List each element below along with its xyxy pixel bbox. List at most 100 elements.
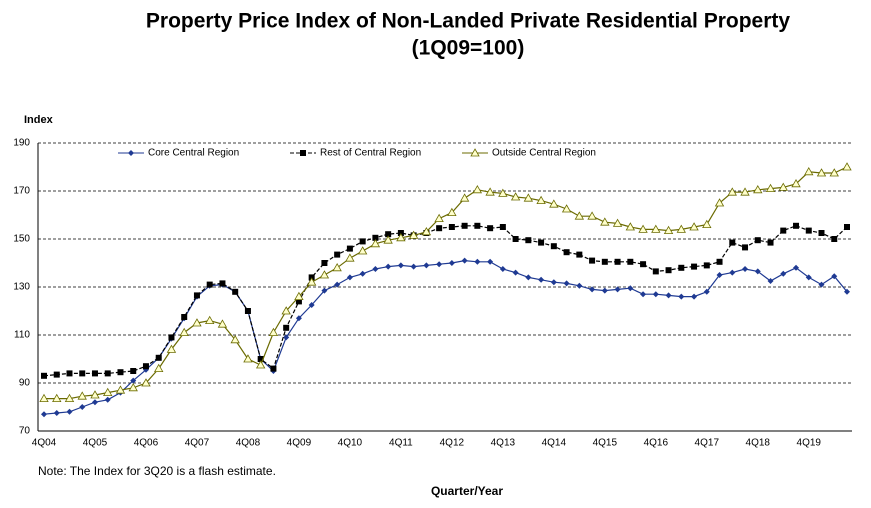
point xyxy=(243,354,253,363)
point xyxy=(753,184,763,194)
x-axis-label: Quarter/Year xyxy=(431,484,503,498)
x-tick-label: 4Q10 xyxy=(338,438,363,449)
point xyxy=(740,187,750,196)
point xyxy=(346,274,353,281)
x-tick-label: 4Q14 xyxy=(542,438,567,449)
point xyxy=(742,244,749,251)
point xyxy=(474,258,481,265)
point xyxy=(130,377,137,384)
point xyxy=(703,288,710,295)
point xyxy=(703,262,710,269)
point xyxy=(232,288,239,295)
point xyxy=(193,292,200,299)
point xyxy=(91,370,98,377)
point xyxy=(104,370,111,377)
point xyxy=(651,224,661,233)
x-tick-label: 4Q05 xyxy=(83,438,108,449)
point xyxy=(627,258,634,265)
point xyxy=(130,368,137,374)
point xyxy=(294,291,304,300)
point xyxy=(689,222,699,231)
point xyxy=(334,281,341,288)
point xyxy=(678,264,685,271)
point xyxy=(563,280,570,287)
point xyxy=(230,334,240,344)
point xyxy=(79,404,86,410)
point xyxy=(77,391,87,400)
point xyxy=(487,258,494,265)
point xyxy=(372,266,379,272)
point xyxy=(283,324,290,331)
point xyxy=(168,334,175,341)
point xyxy=(128,382,138,392)
point xyxy=(538,276,545,283)
point xyxy=(461,222,468,229)
point xyxy=(663,225,674,234)
point xyxy=(385,231,392,238)
point xyxy=(793,264,800,271)
point xyxy=(525,237,532,244)
point xyxy=(818,281,825,288)
point xyxy=(423,262,430,269)
legend-marker xyxy=(470,148,480,157)
point xyxy=(346,245,353,252)
point xyxy=(217,319,228,328)
legend-marker xyxy=(300,150,306,156)
point xyxy=(41,372,47,379)
point xyxy=(805,274,812,281)
point xyxy=(206,281,213,288)
point xyxy=(90,390,100,399)
x-tick-label: 4Q19 xyxy=(797,438,822,449)
point xyxy=(448,224,455,230)
point xyxy=(589,286,596,293)
x-tick-label: 4Q04 xyxy=(32,438,57,449)
point xyxy=(181,314,188,320)
point xyxy=(385,263,392,270)
x-tick-label: 4Q09 xyxy=(287,438,312,449)
point xyxy=(142,363,149,370)
y-tick-label: 190 xyxy=(13,138,30,149)
x-tick-label: 4Q06 xyxy=(134,438,159,449)
series-line xyxy=(43,225,848,377)
point xyxy=(665,292,672,299)
point xyxy=(461,257,468,264)
point xyxy=(448,260,455,266)
point xyxy=(179,327,189,336)
point xyxy=(117,369,124,376)
point xyxy=(257,356,264,362)
point xyxy=(550,279,557,286)
point xyxy=(780,227,787,234)
point xyxy=(816,168,827,177)
point xyxy=(512,236,519,242)
y-tick-label: 90 xyxy=(19,378,31,389)
point xyxy=(334,251,341,258)
x-tick-label: 4Q07 xyxy=(185,438,210,449)
point xyxy=(804,166,814,176)
point xyxy=(714,198,725,207)
point xyxy=(410,263,417,270)
point xyxy=(308,302,315,308)
point xyxy=(345,253,355,262)
point xyxy=(729,239,736,246)
x-tick-label: 4Q15 xyxy=(593,438,618,449)
point xyxy=(678,293,685,300)
point xyxy=(691,293,698,300)
x-tick-label: 4Q18 xyxy=(746,438,771,449)
point xyxy=(676,224,686,233)
point xyxy=(472,184,483,194)
point xyxy=(91,399,98,406)
point xyxy=(499,266,506,272)
y-tick-label: 110 xyxy=(14,330,30,341)
point xyxy=(625,222,636,231)
point xyxy=(767,278,774,284)
point xyxy=(155,354,162,361)
point xyxy=(295,315,302,322)
point xyxy=(536,195,546,204)
point xyxy=(270,365,277,372)
series-line xyxy=(43,259,848,415)
point xyxy=(627,285,634,292)
point xyxy=(219,280,226,287)
point xyxy=(359,270,366,277)
point xyxy=(727,187,737,196)
point xyxy=(754,268,761,275)
